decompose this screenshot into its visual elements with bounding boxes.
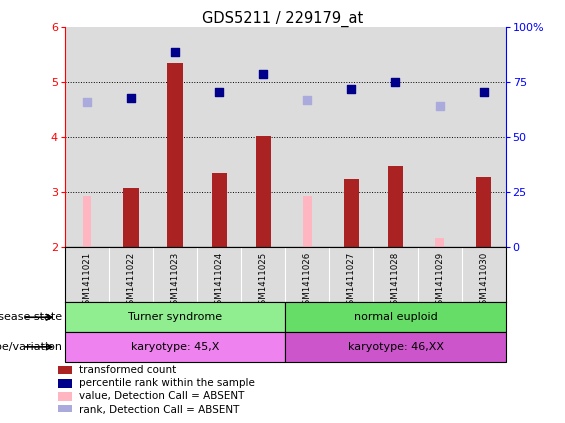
Text: GSM1411025: GSM1411025	[259, 252, 268, 310]
Point	[435, 103, 444, 110]
Bar	[58, 405, 72, 414]
Text: rank, Detection Call = ABSENT: rank, Detection Call = ABSENT	[79, 404, 239, 415]
Bar	[476, 177, 492, 247]
Bar	[167, 63, 183, 247]
Text: GSM1411028: GSM1411028	[391, 252, 400, 310]
Bar	[255, 136, 271, 247]
Text: percentile rank within the sample: percentile rank within the sample	[79, 378, 254, 388]
Text: GSM1411024: GSM1411024	[215, 252, 224, 310]
Bar	[58, 366, 72, 374]
Text: GSM1411027: GSM1411027	[347, 252, 356, 310]
Text: GSM1411029: GSM1411029	[435, 252, 444, 310]
Text: GDS5211 / 229179_at: GDS5211 / 229179_at	[202, 11, 363, 27]
Point	[391, 79, 400, 86]
Point	[479, 89, 488, 96]
Text: genotype/variation: genotype/variation	[0, 342, 62, 352]
Point	[127, 94, 136, 101]
Text: GSM1411023: GSM1411023	[171, 252, 180, 310]
Text: karyotype: 46,XX: karyotype: 46,XX	[347, 342, 444, 352]
Bar	[435, 238, 444, 247]
Point	[347, 86, 356, 93]
Text: GSM1411021: GSM1411021	[82, 252, 92, 310]
Text: karyotype: 45,X: karyotype: 45,X	[131, 342, 219, 352]
Bar	[58, 379, 72, 387]
Text: Turner syndrome: Turner syndrome	[128, 312, 222, 322]
Bar	[58, 392, 72, 401]
Bar	[211, 173, 227, 247]
Point	[171, 49, 180, 56]
Bar	[285, 302, 506, 332]
Bar	[123, 188, 139, 247]
Bar	[285, 332, 506, 362]
Text: GSM1411022: GSM1411022	[127, 252, 136, 310]
Bar	[82, 196, 92, 247]
Text: GSM1411030: GSM1411030	[479, 252, 488, 310]
Text: transformed count: transformed count	[79, 365, 176, 375]
Text: disease state: disease state	[0, 312, 62, 322]
Bar	[388, 166, 403, 247]
Point	[303, 97, 312, 104]
Text: GSM1411026: GSM1411026	[303, 252, 312, 310]
Text: normal euploid: normal euploid	[354, 312, 437, 322]
Point	[82, 99, 92, 105]
Point	[259, 71, 268, 78]
Bar	[65, 302, 285, 332]
Bar	[344, 179, 359, 247]
Point	[215, 88, 224, 95]
Bar	[303, 196, 312, 247]
Bar	[65, 332, 285, 362]
Text: value, Detection Call = ABSENT: value, Detection Call = ABSENT	[79, 391, 244, 401]
